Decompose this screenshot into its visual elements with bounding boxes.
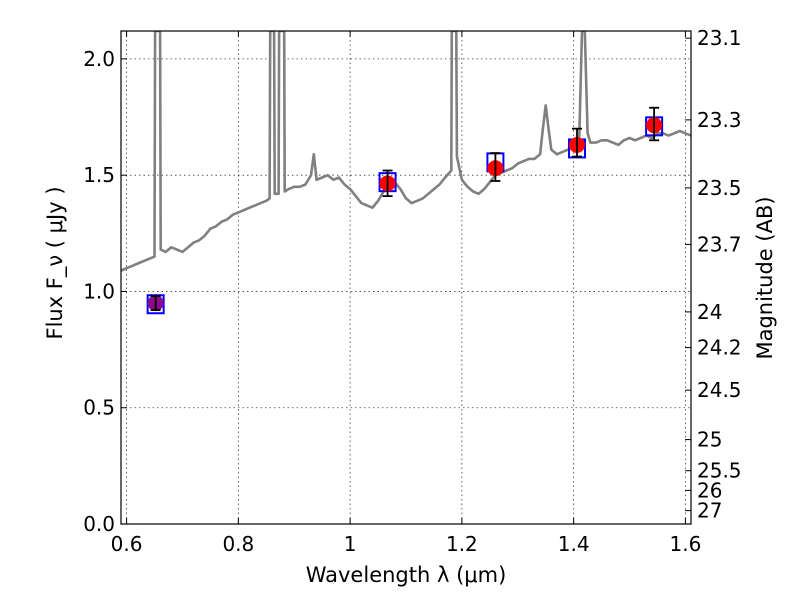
markers-layer (146, 106, 664, 315)
x-tick-label: 1.4 (558, 532, 590, 556)
magnitude-tick-label: 23.5 (697, 176, 742, 200)
error-bar (490, 152, 501, 182)
magnitude-tick-label: 25.5 (697, 459, 742, 483)
magnitude-tick-label: 24.5 (697, 378, 742, 402)
grid (121, 31, 691, 525)
x-tick-label: 1.6 (670, 532, 702, 556)
spectrum-line (121, 31, 691, 272)
y-axis: 0.0 0.5 1.0 1.5 2.0 (83, 47, 127, 536)
y-tick-label: 2.0 (83, 47, 115, 71)
error-bar (572, 127, 582, 158)
magnitude-tick-label: 24.2 (697, 336, 742, 360)
x-axis: 0.6 0.8 1 1.2 1.4 1.6 (111, 31, 702, 556)
x-tick-label: 0.8 (222, 532, 254, 556)
magnitude-tick-label: 26 (697, 478, 722, 502)
y-tick-label: 1.5 (83, 163, 115, 187)
magnitude-tick-label: 23.7 (697, 232, 742, 256)
error-bar (382, 169, 393, 198)
x-tick-label: 1 (344, 532, 357, 556)
magnitude-tick-label: 23.3 (697, 108, 742, 132)
y-tick-label: 0.0 (83, 512, 115, 536)
magnitude-tick-label: 24 (697, 300, 722, 324)
x-tick-label: 1.2 (446, 532, 478, 556)
x-axis-label: Wavelength λ (μm) (306, 563, 507, 587)
x-tick-label: 0.6 (111, 532, 143, 556)
plot-frame (120, 30, 692, 525)
spectrum-layer (121, 31, 691, 272)
magnitude-axis-label: Magnitude (AB) (753, 196, 777, 359)
y-axis-label: Flux F_ν ( μJy ) (43, 186, 68, 339)
error-bar (649, 106, 660, 142)
y-tick-label: 1.0 (83, 279, 115, 303)
y-tick-label: 0.5 (83, 396, 115, 420)
error-bar (150, 295, 161, 311)
magnitude-tick-label: 25 (697, 428, 722, 452)
magnitude-tick-label: 27 (697, 499, 722, 523)
magnitude-tick-label: 23.1 (697, 26, 742, 50)
